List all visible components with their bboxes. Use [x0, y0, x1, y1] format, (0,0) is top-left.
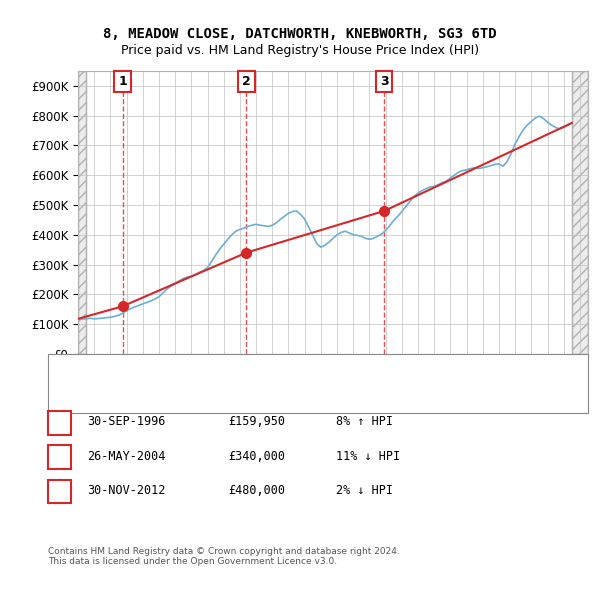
Text: 2% ↓ HPI: 2% ↓ HPI: [336, 484, 393, 497]
Text: 3: 3: [380, 75, 389, 88]
Text: Price paid vs. HM Land Registry's House Price Index (HPI): Price paid vs. HM Land Registry's House …: [121, 44, 479, 57]
Text: £159,950: £159,950: [228, 415, 285, 428]
Text: 26-MAY-2004: 26-MAY-2004: [87, 450, 166, 463]
Text: HPI: Average price, detached house, East Hertfordshire: HPI: Average price, detached house, East…: [93, 382, 381, 391]
Text: 8, MEADOW CLOSE, DATCHWORTH, KNEBWORTH, SG3 6TD: 8, MEADOW CLOSE, DATCHWORTH, KNEBWORTH, …: [103, 27, 497, 41]
Text: £340,000: £340,000: [228, 450, 285, 463]
Text: 30-NOV-2012: 30-NOV-2012: [87, 484, 166, 497]
Text: 2: 2: [56, 450, 63, 463]
Text: 2: 2: [242, 75, 251, 88]
Text: 30-SEP-1996: 30-SEP-1996: [87, 415, 166, 428]
Text: ——: ——: [60, 379, 91, 394]
Text: Contains HM Land Registry data © Crown copyright and database right 2024.
This d: Contains HM Land Registry data © Crown c…: [48, 547, 400, 566]
Text: £480,000: £480,000: [228, 484, 285, 497]
Text: 3: 3: [56, 484, 63, 497]
Text: 1: 1: [56, 415, 63, 428]
Text: ——: ——: [60, 361, 91, 376]
Text: 11% ↓ HPI: 11% ↓ HPI: [336, 450, 400, 463]
Text: 8% ↑ HPI: 8% ↑ HPI: [336, 415, 393, 428]
Text: 8, MEADOW CLOSE, DATCHWORTH, KNEBWORTH, SG3 6TD (detached house): 8, MEADOW CLOSE, DATCHWORTH, KNEBWORTH, …: [93, 364, 493, 373]
Text: 1: 1: [118, 75, 127, 88]
